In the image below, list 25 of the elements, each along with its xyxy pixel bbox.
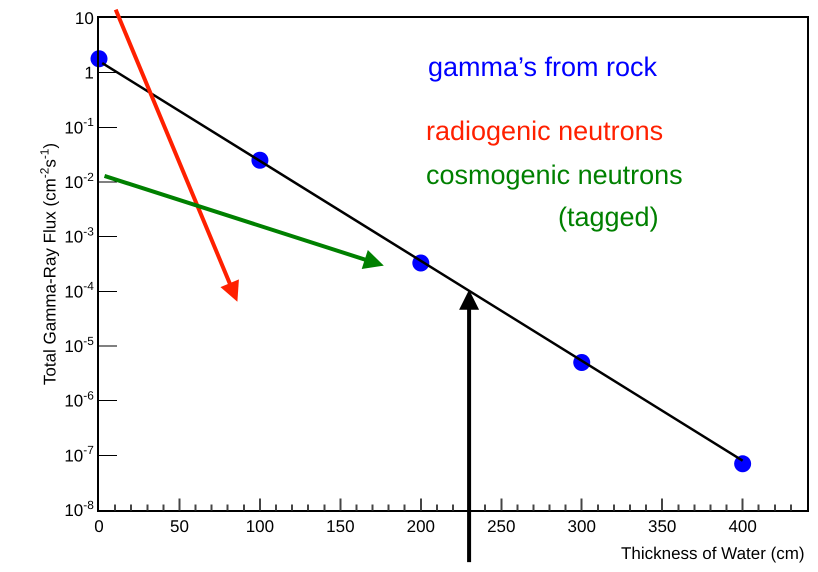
y-tick-label: 10$^{-4}$ (64, 279, 94, 302)
x-tick-label: 200 (406, 517, 436, 536)
x-tick-label: 250 (487, 517, 516, 536)
y-tick-label: 10 (74, 8, 94, 28)
y-tick-label: 10$^{-1}$ (64, 115, 94, 138)
x-tick-label: 50 (170, 517, 189, 536)
x-tick-label: 400 (728, 517, 757, 536)
y-tick-label: 10$^{-7}$ (64, 443, 94, 466)
annotation: (tagged) (558, 202, 659, 232)
annotation: cosmogenic neutrons (426, 160, 683, 190)
point (734, 455, 752, 472)
y-tick-label: 10$^{-5}$ (64, 334, 94, 356)
x-tick-label: 0 (94, 517, 104, 536)
x-tick-label: 350 (648, 517, 676, 536)
x-tick-label: 150 (326, 517, 355, 536)
annotation: radiogenic neutrons (426, 116, 664, 146)
x-axis-title: Thickness of Water (cm) (621, 544, 805, 563)
x-tick-label: 300 (568, 517, 596, 536)
y-tick-label: 10$^{-8}$ (64, 498, 94, 520)
y-tick-label: 10$^{-2}$ (64, 170, 94, 192)
annotation: gamma’s from rock (428, 52, 658, 82)
y-tick-label: 1 (84, 64, 94, 83)
y-tick-label: 10$^{-6}$ (64, 388, 94, 411)
y-tick-label: 10$^{-3}$ (64, 224, 94, 247)
x-tick-label: 100 (246, 517, 274, 536)
